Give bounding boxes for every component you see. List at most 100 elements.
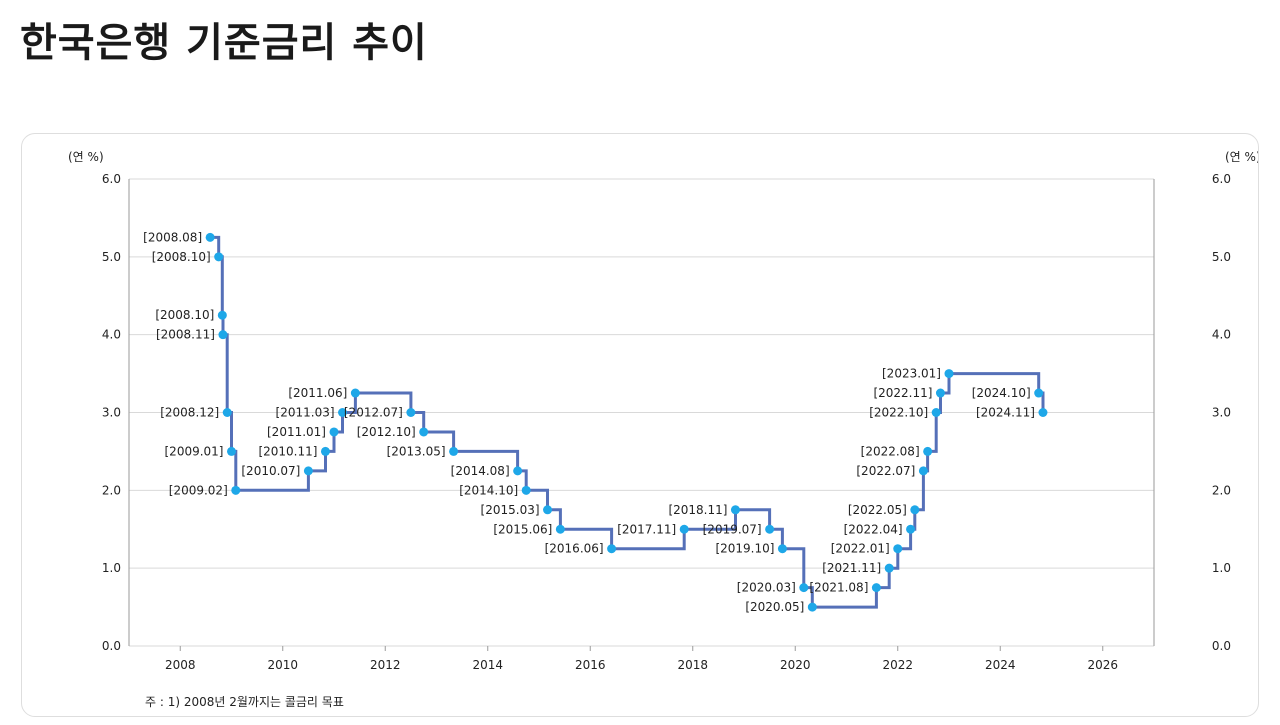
x-tick-label: 2024 <box>985 658 1016 672</box>
line-layer <box>210 235 1045 609</box>
rate-point-19 <box>607 544 617 554</box>
x-tick-label: 2018 <box>677 658 708 672</box>
rate-point-14 <box>449 446 459 456</box>
rate-point-30 <box>910 505 920 515</box>
y-tick-label-right: 0.0 <box>1212 639 1231 653</box>
y-tick-label-right: 6.0 <box>1212 172 1231 186</box>
rate-point-label-25: [2020.05] <box>745 600 804 614</box>
rate-point-label-36: [2024.10] <box>972 386 1031 400</box>
rate-point-label-18: [2015.06] <box>493 522 552 536</box>
rate-point-25 <box>807 602 817 612</box>
rate-point-label-20: [2017.11] <box>617 522 676 536</box>
x-tick-label: 2020 <box>780 658 811 672</box>
rate-point-18 <box>555 524 565 534</box>
chart-card: 0.0 0.0 1.0 1.0 2.0 2.0 3.0 3.0 4.0 4.0 5.0 5.0 6.0 6… <box>21 133 1259 717</box>
rate-point-label-31: [2022.07] <box>856 464 915 478</box>
rate-point-16 <box>521 485 531 495</box>
rate-point-label-30: [2022.05] <box>848 503 907 517</box>
rate-point-label-16: [2014.10] <box>459 483 518 497</box>
rate-point-label-35: [2023.01] <box>882 367 941 381</box>
rate-point-label-6: [2009.02] <box>169 483 228 497</box>
rate-point-label-15: [2014.08] <box>451 464 510 478</box>
x-tick-label: 2014 <box>472 658 503 672</box>
rate-point-label-1: [2008.10] <box>152 250 211 264</box>
rate-point-label-8: [2010.11] <box>258 444 317 458</box>
rate-point-6 <box>231 485 241 495</box>
y-tick-label-right: 5.0 <box>1212 250 1231 264</box>
rate-point-12 <box>406 408 416 417</box>
rate-point-3 <box>218 330 228 340</box>
rate-point-label-17: [2015.03] <box>481 503 540 517</box>
rate-point-label-32: [2022.08] <box>861 444 920 458</box>
y-tick-label-right: 1.0 <box>1212 561 1231 575</box>
rate-point-35 <box>944 369 954 379</box>
chart-footnote: 주 : 1) 2008년 2월까지는 콜금리 목표 <box>145 695 344 709</box>
rate-point-label-23: [2019.10] <box>715 542 774 556</box>
rate-point-9 <box>329 427 339 437</box>
rate-point-36 <box>1034 388 1044 398</box>
y-tick-label-left: 2.0 <box>102 483 121 497</box>
rate-point-label-22: [2019.07] <box>703 522 762 536</box>
x-tick-label: 2026 <box>1087 658 1118 672</box>
rate-point-label-7: [2010.07] <box>241 464 300 478</box>
x-tick-label: 2010 <box>267 658 298 672</box>
rate-step-line <box>210 235 1045 609</box>
rate-point-31 <box>918 466 928 476</box>
x-tick-label: 2008 <box>165 658 196 672</box>
rate-point-11 <box>350 388 360 398</box>
rate-point-15 <box>513 466 523 476</box>
y-tick-label-right: 2.0 <box>1212 483 1231 497</box>
rate-point-34 <box>935 388 945 398</box>
label-layer: [2008.08] [2008.10] [2008.10] [2008.11] [200… <box>143 230 1035 614</box>
y-tick-label-left: 0.0 <box>102 639 121 653</box>
rate-point-24 <box>799 583 809 593</box>
x-tick-label: 2022 <box>882 658 913 672</box>
rate-point-label-28: [2022.01] <box>831 542 890 556</box>
rate-point-17 <box>543 505 553 515</box>
rate-point-22 <box>765 524 775 534</box>
y-tick-label-left: 5.0 <box>102 250 121 264</box>
x-tick-label: 2012 <box>370 658 401 672</box>
rate-point-label-0: [2008.08] <box>143 230 202 244</box>
axis-layer: 0.0 0.0 1.0 1.0 2.0 2.0 3.0 3.0 4.0 4.0 5.0 5.0 6.0 6… <box>102 172 1231 672</box>
rate-point-32 <box>923 446 933 456</box>
rate-point-label-3: [2008.11] <box>156 328 215 342</box>
rate-point-26 <box>871 583 881 593</box>
rate-point-23 <box>777 544 787 554</box>
rate-point-label-4: [2008.12] <box>160 406 219 420</box>
rate-point-27 <box>884 563 894 573</box>
x-tick-label: 2016 <box>575 658 606 672</box>
rate-point-7 <box>303 466 313 476</box>
base-rate-chart: 0.0 0.0 1.0 1.0 2.0 2.0 3.0 3.0 4.0 4.0 5.0 5.0 6.0 6… <box>68 150 1258 709</box>
rate-point-label-29: [2022.04] <box>844 522 903 536</box>
page-title: 한국은행 기준금리 추이 <box>20 20 428 66</box>
rate-point-label-2: [2008.10] <box>155 308 214 322</box>
rate-point-label-5: [2009.01] <box>165 444 224 458</box>
rate-point-21 <box>730 505 740 515</box>
rate-point-29 <box>906 524 916 534</box>
rate-point-10 <box>338 408 348 417</box>
rate-point-label-11: [2011.06] <box>288 386 347 400</box>
rate-point-1 <box>214 252 224 262</box>
rate-point-20 <box>679 524 689 534</box>
y-tick-label-left: 6.0 <box>102 172 121 186</box>
rate-point-37 <box>1038 408 1048 417</box>
rate-point-28 <box>893 544 903 554</box>
y-axis-unit-left: (연 %) <box>68 150 104 164</box>
rate-point-13 <box>419 427 429 437</box>
rate-point-label-10: [2011.03] <box>276 406 335 420</box>
y-tick-label-right: 4.0 <box>1212 328 1231 342</box>
rate-point-label-27: [2021.11] <box>822 561 881 575</box>
y-tick-label-right: 3.0 <box>1212 406 1231 420</box>
rate-point-2 <box>217 310 227 320</box>
rate-point-5 <box>227 446 236 456</box>
rate-point-0 <box>205 232 215 242</box>
y-tick-label-left: 4.0 <box>102 328 121 342</box>
rate-point-label-21: [2018.11] <box>668 503 727 517</box>
rate-point-label-13: [2012.10] <box>357 425 416 439</box>
rate-point-4 <box>222 408 232 417</box>
rate-point-label-24: [2020.03] <box>737 581 796 595</box>
point-layer <box>205 232 1048 612</box>
rate-point-8 <box>320 446 330 456</box>
rate-point-label-9: [2011.01] <box>267 425 326 439</box>
